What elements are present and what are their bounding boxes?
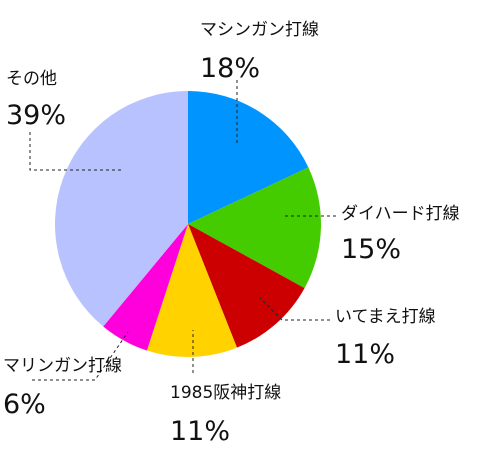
slice-6-percent-label: 39% [6, 100, 66, 131]
slice-5-percent-label: 6% [3, 389, 46, 420]
slice-6-leader-line [29, 132, 122, 171]
slice-5-leader-line [32, 331, 129, 381]
slice-6-wedge [54, 90, 189, 327]
slice-2-percent-label: 15% [341, 234, 401, 265]
slice-5-wedge [103, 224, 188, 351]
slice-6-name-label: その他 [6, 69, 57, 89]
slice-4-wedge [146, 224, 237, 357]
slice-3-percent-label: 11% [335, 339, 395, 370]
slice-3-leader-line [259, 297, 330, 321]
slice-4-name-label: 1985阪神打線 [170, 383, 281, 403]
slice-2-name-label: ダイハード打線 [341, 204, 460, 224]
slice-1-wedge [188, 91, 309, 224]
slice-1-name-label: マシンガン打線 [200, 20, 319, 40]
slice-2-wedge [188, 167, 321, 289]
slice-5-name-label: マリンガン打線 [3, 356, 122, 376]
slice-4-percent-label: 11% [170, 416, 230, 446]
slice-3-wedge [188, 224, 305, 348]
slice-1-percent-label: 18% [200, 53, 260, 84]
slice-3-name-label: いてまえ打線 [335, 307, 436, 327]
